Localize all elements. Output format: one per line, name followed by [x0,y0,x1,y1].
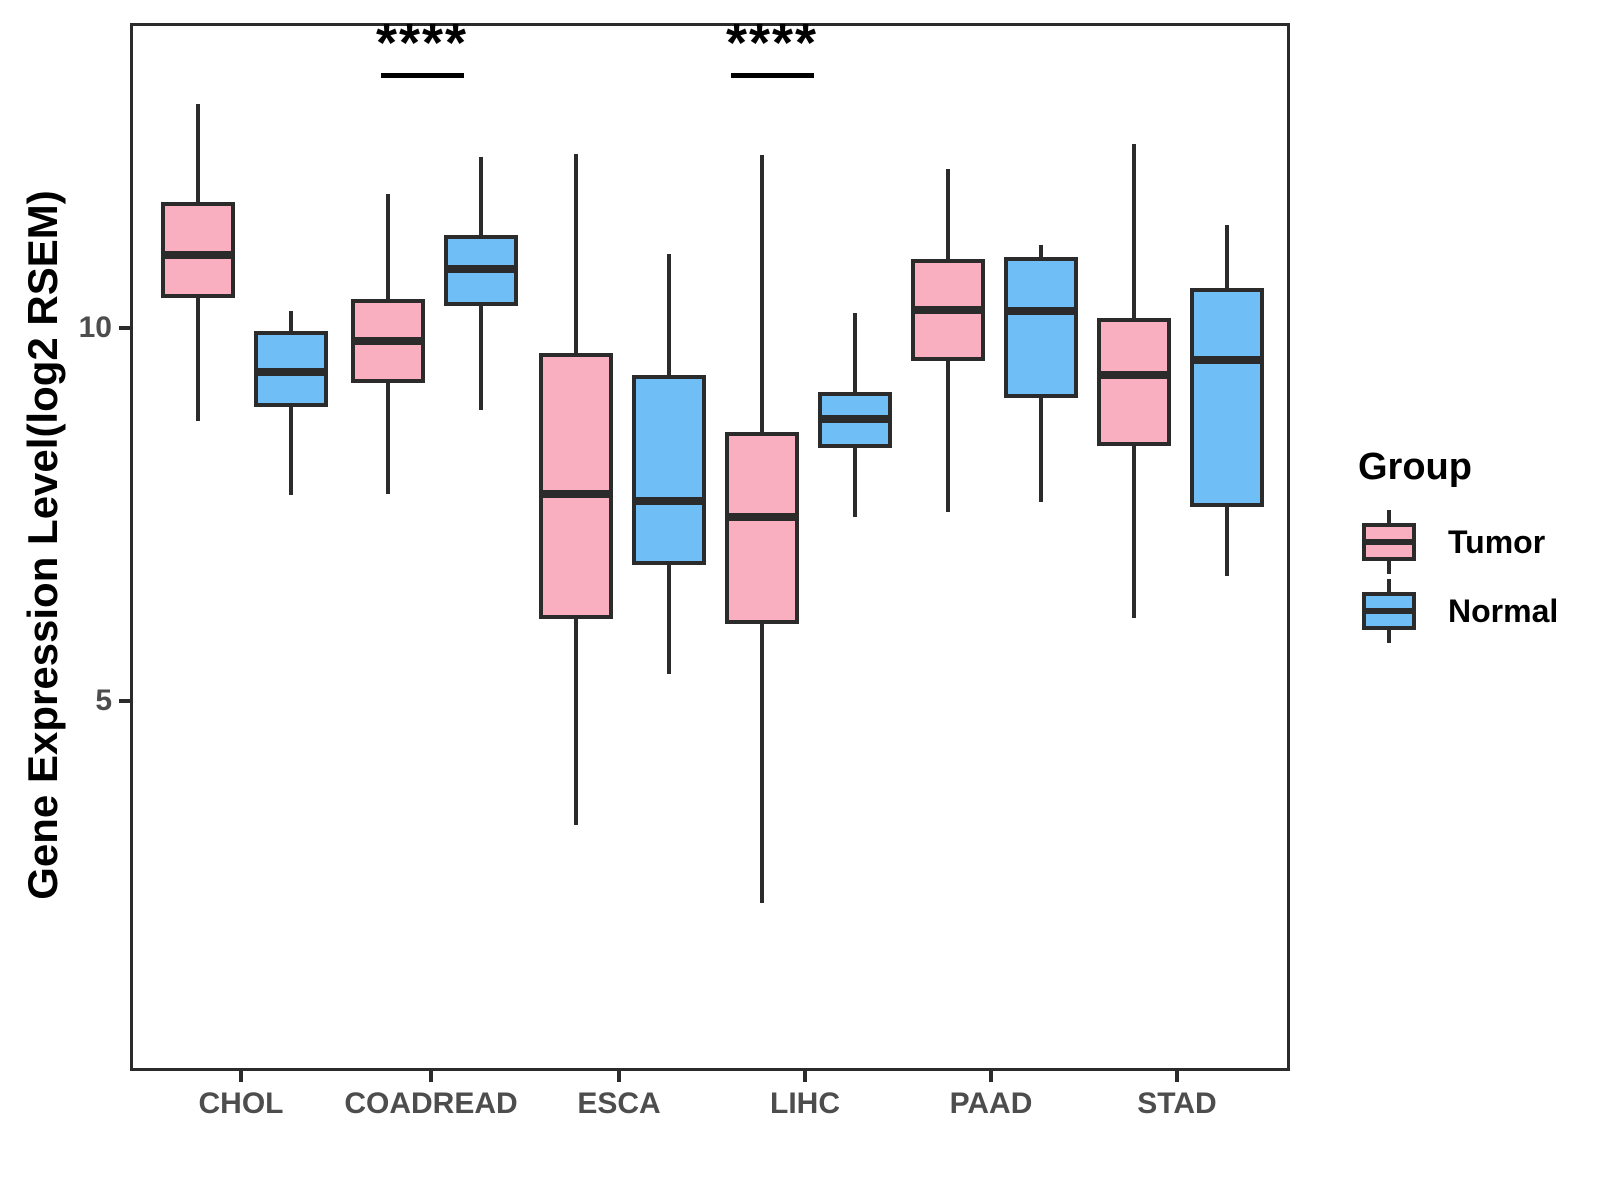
x-tick-LIHC [803,1071,807,1082]
legend-label-tumor: Tumor [1448,524,1546,560]
median-LIHC-Normal [819,415,890,424]
significance-bar-COADREAD [380,73,464,78]
x-tick-ESCA [617,1071,621,1082]
glyph-median [1365,539,1413,545]
median-ESCA-Normal [633,497,704,506]
median-CHOL-Normal [255,367,326,376]
boxplot-glyph-icon [1362,510,1416,574]
median-STAD-Normal [1191,355,1262,364]
x-tick-COADREAD [429,1071,433,1082]
x-axis-label-ESCA: ESCA [577,1087,661,1120]
median-COADREAD-Tumor [352,336,423,345]
box-LIHC-Tumor [724,431,799,624]
median-PAAD-Normal [1005,307,1076,316]
x-axis-label-COADREAD: COADREAD [344,1087,518,1120]
box-CHOL-Tumor [160,202,235,299]
significance-bar-LIHC [730,73,814,78]
median-STAD-Tumor [1098,371,1169,380]
y-tick-label-10: 10 [78,310,112,344]
x-axis-label-CHOL: CHOL [198,1087,284,1120]
median-PAAD-Tumor [912,305,983,314]
legend-label-normal: Normal [1448,593,1559,629]
x-axis-label-STAD: STAD [1137,1087,1217,1120]
median-COADREAD-Normal [445,264,516,273]
box-PAAD-Normal [1003,257,1078,399]
legend: Group Tumor Normal [1356,446,1596,666]
x-tick-CHOL [239,1071,243,1082]
boxplot-glyph-icon [1362,579,1416,643]
significance-label-COADREAD: **** [375,13,469,73]
x-axis-label-LIHC: LIHC [770,1087,840,1120]
y-tick-5 [119,698,130,703]
box-STAD-Normal [1189,287,1264,508]
glyph-median [1365,608,1413,614]
box-STAD-Tumor [1096,317,1171,447]
y-axis-title: Gene Expression Level(log2 RSEM) [19,190,66,900]
legend-item-normal: Normal [1356,579,1596,643]
median-LIHC-Tumor [726,513,797,521]
legend-item-tumor: Tumor [1356,510,1596,574]
x-axis-label-PAAD: PAAD [949,1087,1033,1120]
y-tick-10 [119,325,130,330]
median-ESCA-Tumor [540,489,611,498]
median-CHOL-Tumor [162,251,233,260]
box-ESCA-Tumor [538,352,613,620]
legend-title: Group [1358,446,1472,488]
y-tick-label-5: 5 [95,683,112,717]
x-tick-PAAD [989,1071,993,1082]
box-ESCA-Normal [631,374,706,565]
x-tick-STAD [1175,1071,1179,1082]
significance-label-LIHC: **** [725,13,819,73]
plot-panel [130,23,1290,1071]
